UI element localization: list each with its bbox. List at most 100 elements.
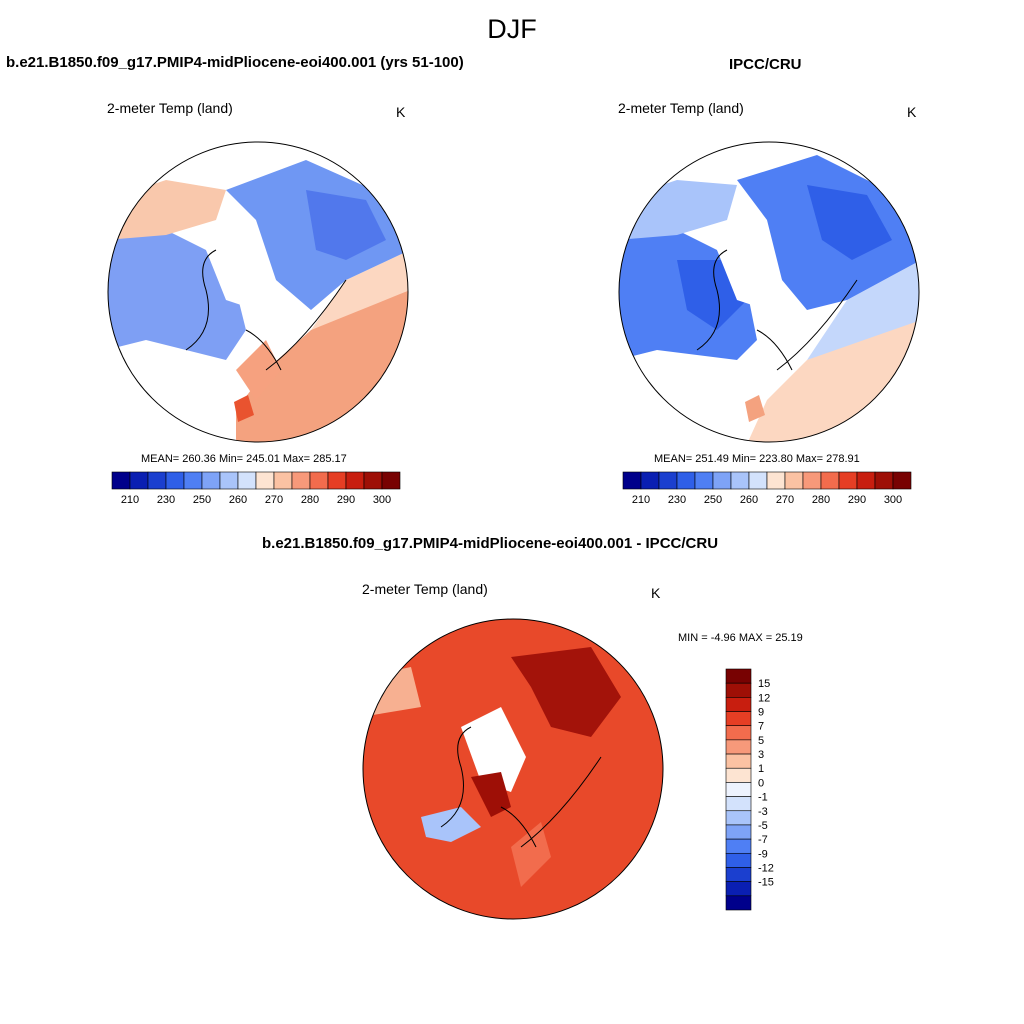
model-colorbar-swatch	[381, 471, 401, 490]
model-colorbar-swatch	[183, 471, 203, 490]
diff-polar-map	[362, 618, 664, 920]
diff-field-hudson-cold	[421, 807, 481, 842]
model-variable-label: 2-meter Temp (land)	[107, 100, 233, 116]
obs-field-asia-south	[807, 260, 919, 360]
obs-colorbar-swatch	[730, 471, 750, 490]
obs-colorbar-swatch	[892, 471, 912, 490]
diff-colorbar-tick-label: 12	[758, 692, 770, 704]
obs-colorbar-tick-label: 300	[884, 494, 902, 506]
diff-colorbar-tick-label: -12	[758, 862, 774, 874]
model-colorbar-tick-label: 250	[193, 494, 211, 506]
diff-coastline	[440, 726, 602, 848]
obs-units-label: K	[907, 104, 917, 120]
diff-colorbar-tick-label: -1	[758, 792, 768, 804]
diff-colorbar-swatch	[725, 711, 752, 727]
model-colorbar-tick-label: 210	[121, 494, 139, 506]
diff-colorbar-swatch	[725, 796, 752, 812]
diff-colorbar-swatch	[725, 725, 752, 741]
model-field-siberia-core	[306, 190, 386, 260]
model-colorbar-swatch	[219, 471, 239, 490]
model-field-asia-south	[311, 250, 408, 330]
diff-field-canada-hotspot	[471, 772, 511, 817]
model-colorbar-swatch	[327, 471, 347, 490]
obs-colorbar-swatch	[676, 471, 696, 490]
obs-colorbar-swatch	[640, 471, 660, 490]
model-field-greenland	[206, 230, 276, 310]
obs-colorbar-swatch	[784, 471, 804, 490]
obs-colorbar-tick-label: 290	[848, 494, 866, 506]
obs-field-greenland	[717, 230, 782, 310]
obs-colorbar-tick-label: 230	[668, 494, 686, 506]
diff-map-boundary	[362, 618, 664, 920]
model-colorbar-swatch	[111, 471, 131, 490]
model-coastline	[185, 249, 347, 371]
obs-colorbar-swatch	[694, 471, 714, 490]
model-colorbar-tick-label: 260	[229, 494, 247, 506]
model-panel-title: b.e21.B1850.f09_g17.PMIP4-midPliocene-eo…	[6, 54, 464, 71]
obs-colorbar-swatch	[820, 471, 840, 490]
obs-colorbar-swatch	[622, 471, 642, 490]
obs-colorbar-swatch	[874, 471, 894, 490]
diff-colorbar: 15 12 9 7 5 3 1 0 -1 -3 -5 -7 -9 -12 -15	[725, 668, 774, 911]
model-map-boundary	[107, 141, 409, 443]
model-colorbar-swatch	[309, 471, 329, 490]
diff-colorbar-tick-label: 7	[758, 721, 764, 733]
obs-field-uk	[745, 395, 765, 422]
diff-colorbar-tick-label: -7	[758, 834, 768, 846]
obs-colorbar-ticks: 210 230 250 260 270 280 290 300	[632, 494, 902, 506]
model-stats: MEAN= 260.36 Min= 245.01 Max= 285.17	[141, 453, 347, 465]
obs-stats: MEAN= 251.49 Min= 223.80 Max= 278.91	[654, 453, 860, 465]
diff-colorbar-swatch	[725, 697, 752, 712]
diff-colorbar-swatch	[725, 838, 752, 854]
diff-colorbar-swatch	[725, 782, 752, 797]
diff-colorbar-ticks: 15 12 9 7 5 3 1 0 -1 -3 -5 -7 -9 -12 -15	[758, 678, 774, 888]
diff-units-label: K	[651, 585, 661, 601]
obs-variable-label: 2-meter Temp (land)	[618, 100, 744, 116]
obs-colorbar-tick-label: 280	[812, 494, 830, 506]
diff-colorbar-swatch	[725, 824, 752, 840]
diff-colorbar-tick-label: 0	[758, 777, 764, 789]
diff-panel-title: b.e21.B1850.f09_g17.PMIP4-midPliocene-eo…	[262, 535, 719, 552]
diff-colorbar-tick-label: 9	[758, 707, 764, 719]
diff-colorbar-tick-label: 15	[758, 678, 770, 690]
obs-field-siberia-core	[807, 185, 892, 260]
obs-colorbar-tick-label: 210	[632, 494, 650, 506]
obs-polar-map	[618, 141, 920, 443]
diff-colorbar-tick-label: 1	[758, 763, 764, 775]
diff-colorbar-swatch	[725, 682, 752, 698]
model-colorbar-swatch	[273, 471, 293, 490]
model-colorbar-swatch	[255, 471, 275, 490]
model-colorbar-tick-label: 270	[265, 494, 283, 506]
figure-title: DJF	[487, 14, 537, 44]
obs-colorbar-swatch	[658, 471, 678, 490]
obs-colorbar-swatch	[712, 471, 732, 490]
obs-colorbar-swatch	[748, 471, 768, 490]
obs-colorbar-swatch	[856, 471, 876, 490]
obs-colorbar-swatch	[766, 471, 786, 490]
diff-variable-label: 2-meter Temp (land)	[362, 581, 488, 597]
diff-colorbar-swatch	[725, 881, 752, 897]
obs-colorbar-swatch	[838, 471, 858, 490]
model-colorbar-ticks: 210 230 250 260 270 280 290 300	[121, 494, 391, 506]
diff-colorbar-tick-label: 5	[758, 735, 764, 747]
obs-colorbar-swatch	[802, 471, 822, 490]
diff-colorbar-tick-label: -5	[758, 820, 768, 832]
model-colorbar-tick-label: 280	[301, 494, 319, 506]
model-colorbar-tick-label: 300	[373, 494, 391, 506]
model-colorbar-swatch	[201, 471, 221, 490]
model-polar-map	[107, 141, 409, 443]
diff-colorbar-swatch	[725, 767, 752, 783]
diff-colorbar-swatch	[725, 810, 752, 826]
diff-colorbar-swatch	[725, 867, 752, 882]
diff-colorbar-swatch	[725, 753, 752, 769]
model-colorbar-swatch	[165, 471, 185, 490]
diff-colorbar-swatch	[725, 852, 752, 868]
model-colorbar-tick-label: 290	[337, 494, 355, 506]
diff-stats: MIN = -4.96 MAX = 25.19	[678, 632, 803, 644]
obs-coastline	[696, 249, 858, 371]
obs-colorbar-tick-label: 260	[740, 494, 758, 506]
model-colorbar-swatch	[129, 471, 149, 490]
diff-colorbar-tick-label: -9	[758, 848, 768, 860]
model-colorbar-swatch	[237, 471, 257, 490]
model-field-scandinavia	[236, 340, 281, 400]
